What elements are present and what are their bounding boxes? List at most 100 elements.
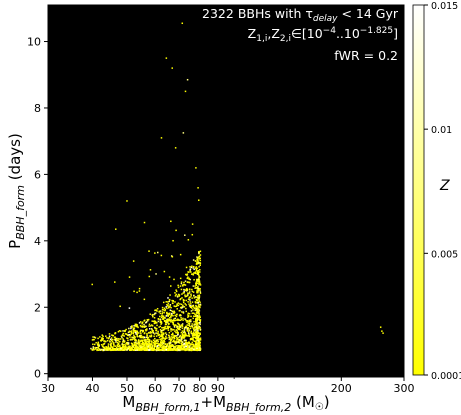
data-point (94, 337, 97, 339)
data-point (156, 348, 159, 350)
data-point (162, 328, 164, 331)
data-point (160, 254, 163, 257)
data-point (187, 331, 190, 333)
data-point (197, 305, 199, 308)
data-point (121, 334, 124, 336)
data-point (161, 349, 164, 352)
data-point (198, 274, 200, 276)
data-point (197, 339, 199, 342)
data-point (148, 250, 150, 252)
data-point (179, 303, 181, 305)
data-point (175, 290, 178, 293)
data-point (146, 328, 148, 330)
data-point (170, 346, 172, 349)
data-point (187, 345, 190, 348)
data-point (106, 337, 108, 339)
data-point (155, 349, 158, 352)
data-point (195, 331, 197, 333)
data-point (199, 254, 202, 256)
data-point (100, 340, 103, 342)
data-point (129, 334, 132, 336)
data-point (114, 339, 117, 341)
data-point (190, 310, 193, 312)
data-point (140, 346, 142, 349)
data-point (169, 294, 171, 296)
data-point (137, 339, 140, 341)
data-point (181, 341, 184, 343)
data-point (179, 319, 182, 322)
data-point (183, 348, 186, 351)
data-point (172, 322, 175, 324)
data-point (188, 312, 191, 315)
data-point (160, 334, 163, 337)
data-point (196, 328, 198, 331)
data-point (121, 344, 124, 346)
colorbar-label: Z (439, 178, 450, 194)
data-point (198, 315, 200, 318)
data-point (162, 336, 164, 338)
data-point (150, 343, 152, 346)
data-point (181, 335, 184, 337)
data-point (184, 339, 186, 341)
data-point (141, 345, 143, 348)
data-point (126, 349, 129, 351)
data-point (107, 343, 110, 345)
data-point (102, 343, 105, 345)
data-point (178, 310, 181, 312)
data-point (190, 320, 192, 323)
data-point (190, 347, 192, 349)
data-point (194, 329, 196, 332)
data-point (120, 335, 123, 338)
data-point (191, 324, 193, 327)
data-point (191, 348, 194, 351)
data-point (160, 349, 163, 351)
data-point (182, 344, 184, 346)
data-point (101, 339, 104, 341)
data-point (102, 338, 104, 340)
colorbar-gradient (412, 4, 425, 376)
data-point (119, 340, 121, 343)
data-point (120, 348, 122, 350)
data-point (164, 338, 166, 340)
data-point (153, 344, 155, 346)
data-point (183, 283, 185, 286)
data-point (197, 271, 199, 274)
data-point (179, 307, 182, 309)
data-point (185, 341, 187, 344)
data-point (159, 335, 162, 337)
data-point (189, 299, 191, 301)
data-point (145, 336, 148, 339)
data-point (182, 312, 185, 314)
data-point (185, 349, 187, 351)
data-point (100, 343, 103, 346)
data-point (163, 345, 165, 347)
data-point (112, 348, 115, 351)
data-point (154, 327, 156, 330)
data-point (185, 295, 188, 298)
data-point (192, 345, 195, 347)
data-point (183, 328, 186, 330)
data-point (166, 344, 168, 347)
data-point (141, 329, 143, 332)
data-point (183, 288, 185, 291)
data-point (92, 343, 94, 346)
data-point (179, 277, 182, 280)
data-point (152, 332, 155, 334)
data-point (180, 281, 183, 283)
data-point (176, 326, 178, 328)
data-point (108, 336, 110, 339)
data-point (196, 258, 198, 261)
data-point (196, 280, 198, 282)
data-point (133, 334, 135, 337)
data-point (138, 341, 141, 344)
data-point (196, 333, 199, 335)
data-point (146, 342, 148, 344)
data-point (141, 343, 144, 346)
data-point (183, 331, 185, 333)
data-point (157, 340, 160, 343)
data-point (129, 336, 131, 338)
data-point (160, 323, 162, 325)
data-point (134, 343, 136, 346)
data-point (94, 346, 97, 349)
data-point (151, 314, 154, 316)
